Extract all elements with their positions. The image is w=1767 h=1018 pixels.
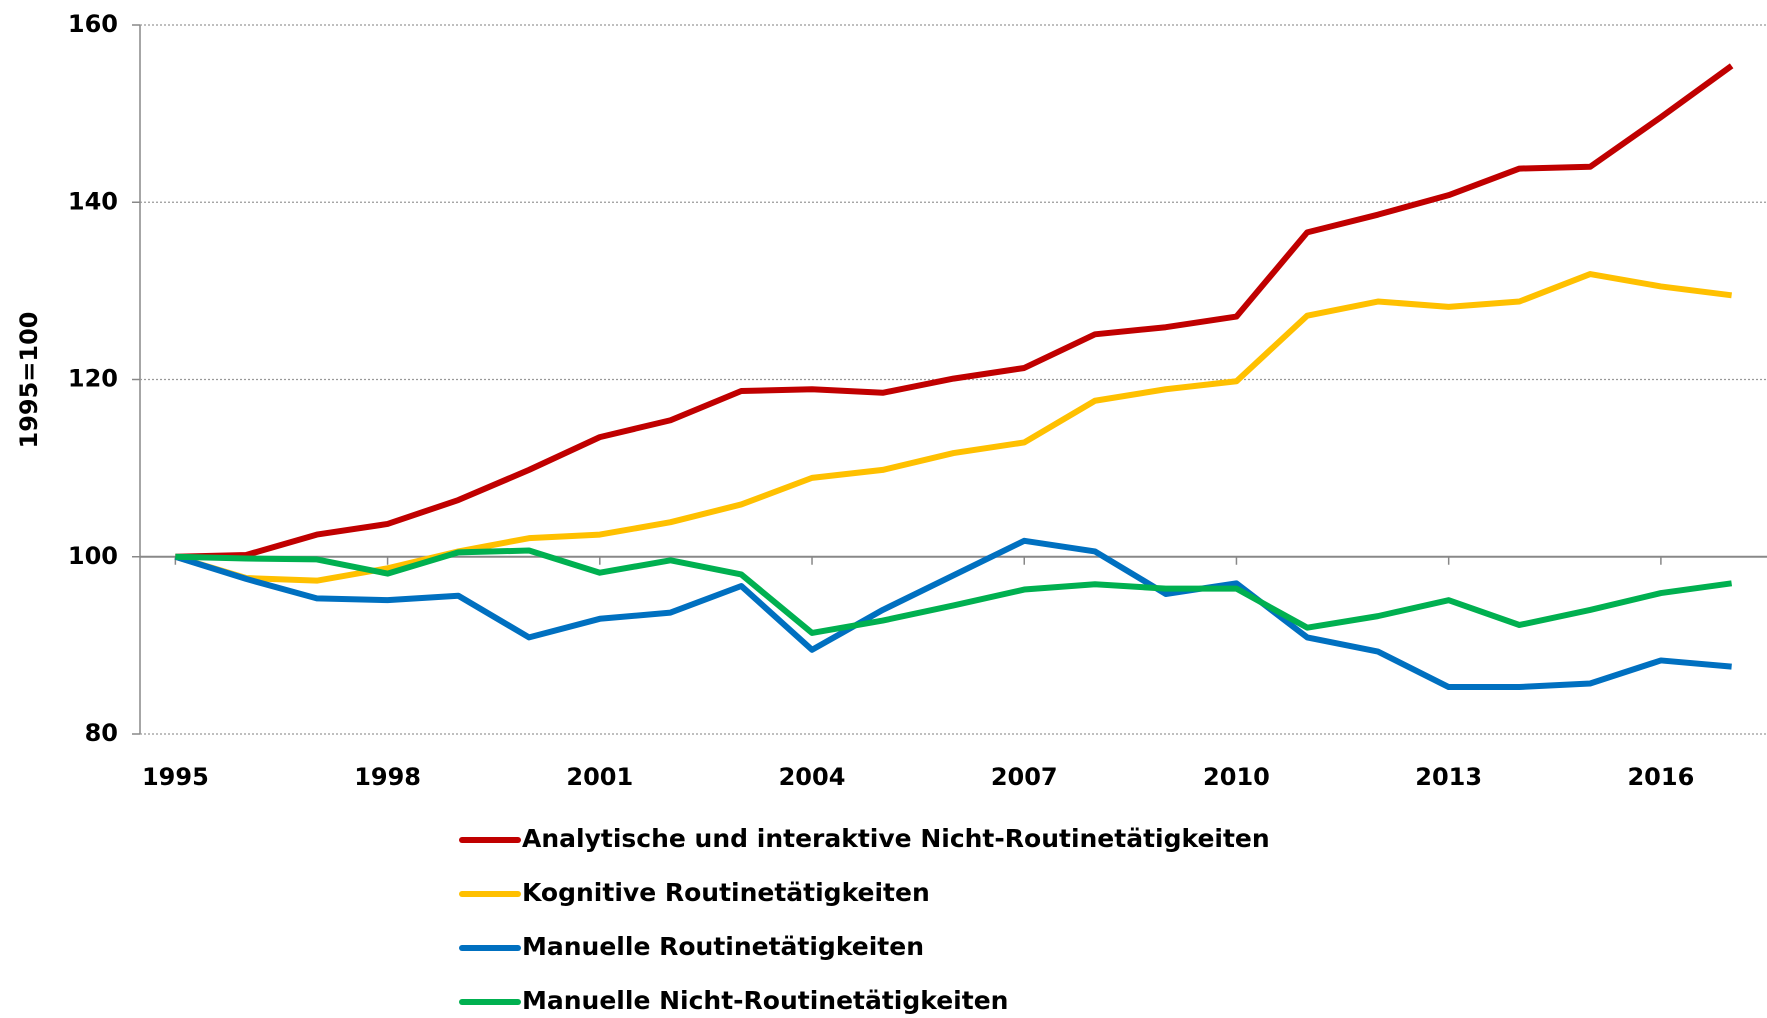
series-line <box>175 63 1734 560</box>
x-tick-label: 2010 <box>1203 763 1270 791</box>
x-tick-label: 2007 <box>991 763 1058 791</box>
x-tick-label: 2004 <box>779 763 846 791</box>
y-tick-label: 80 <box>85 719 118 747</box>
legend-label: Manuelle Nicht-Routinetätigkeiten <box>522 986 1008 1015</box>
legend-label: Kognitive Routinetätigkeiten <box>522 878 930 907</box>
y-tick-label: 120 <box>68 365 118 393</box>
x-tick-label: 2013 <box>1415 763 1482 791</box>
x-tick-label: 1995 <box>142 763 209 791</box>
x-tick-label: 1998 <box>354 763 421 791</box>
series-line <box>174 537 1732 691</box>
x-tick-label: 2016 <box>1627 763 1694 791</box>
legend-label: Analytische und interaktive Nicht-Routin… <box>522 824 1270 853</box>
series-line <box>174 271 1733 584</box>
series-line <box>175 547 1733 636</box>
y-tick-label: 100 <box>68 542 118 570</box>
legend-label: Manuelle Routinetätigkeiten <box>522 932 924 961</box>
y-tick-label: 160 <box>68 10 118 38</box>
x-tick-label: 2001 <box>566 763 633 791</box>
y-axis-label: 1995=100 <box>15 311 43 448</box>
y-tick-label: 140 <box>68 187 118 215</box>
